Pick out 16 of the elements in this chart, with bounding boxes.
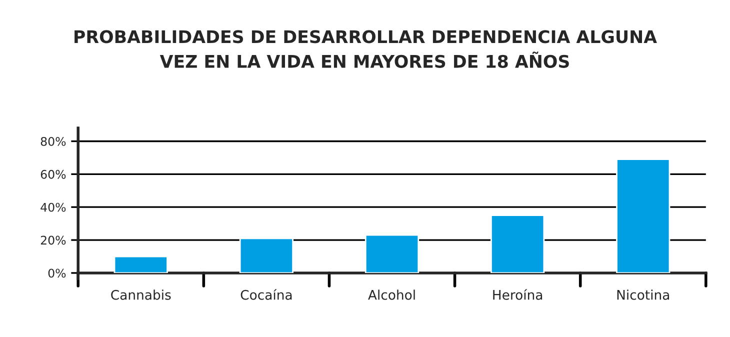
y-tick-label: 20% <box>40 236 66 245</box>
x-tick-label: Cocaína <box>240 289 292 300</box>
bar <box>114 256 168 273</box>
bar <box>364 234 420 273</box>
x-tick-label: Cannabis <box>111 290 171 300</box>
y-tick-label: 0% <box>48 268 66 278</box>
chart-title: PROBABILIDADES DE DESARROLLAR DEPENDENCIA ALGUNA VEZ EN LA VIDA EN MAYORES DE 18 AÑOS <box>74 30 657 68</box>
bar <box>616 158 670 273</box>
y-tick-label: 80% <box>40 136 66 146</box>
bar <box>239 238 294 273</box>
x-tick-label: Alcohol <box>368 290 415 300</box>
x-tick-label: Nicotina <box>617 290 670 300</box>
y-tick-label: 60% <box>40 170 66 179</box>
bar <box>490 214 545 273</box>
y-tick-label: 40% <box>40 202 66 212</box>
x-tick-label: Heroína <box>493 289 542 300</box>
